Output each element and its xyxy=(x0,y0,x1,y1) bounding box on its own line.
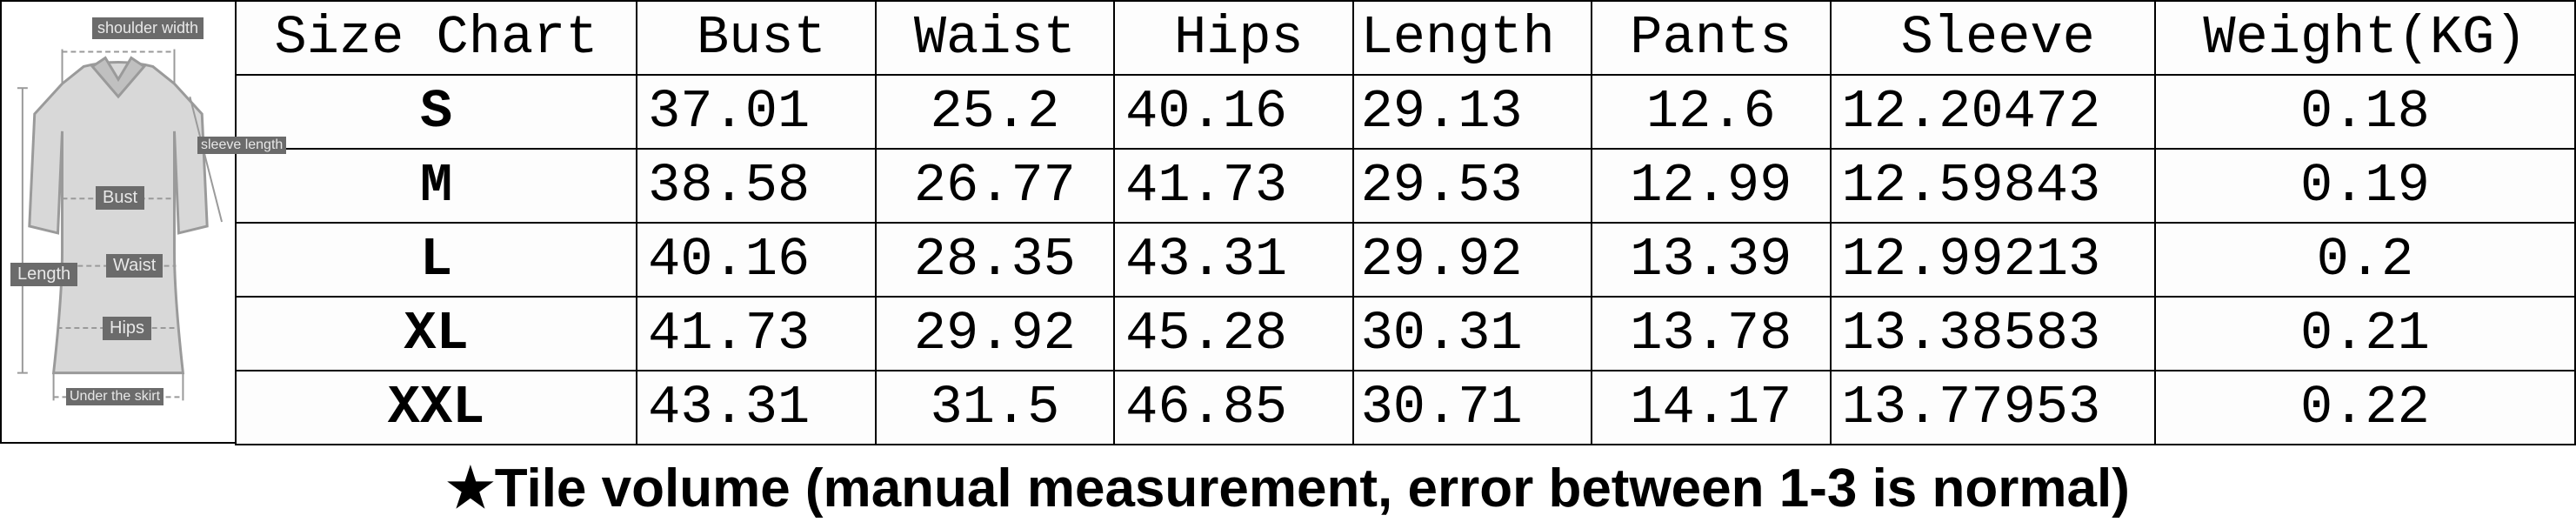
cell-size: M xyxy=(236,149,637,223)
table-row: M 38.58 26.77 41.73 29.53 12.99 12.59843… xyxy=(236,149,2575,223)
footer-note: ★Tile volume (manual measurement, error … xyxy=(0,456,2576,519)
table-row: L 40.16 28.35 43.31 29.92 13.39 12.99213… xyxy=(236,223,2575,297)
cell-hips: 40.16 xyxy=(1114,75,1352,149)
cell-pants: 13.78 xyxy=(1592,297,1830,371)
cell-waist: 25.2 xyxy=(876,75,1114,149)
cell-weight: 0.18 xyxy=(2155,75,2575,149)
size-chart-table: Size Chart Bust Waist Hips Length Pants … xyxy=(235,0,2576,445)
cell-pants: 12.6 xyxy=(1592,75,1830,149)
label-skirt: Under the skirt xyxy=(66,388,164,405)
label-shoulder: shoulder width xyxy=(92,17,204,39)
cell-weight: 0.22 xyxy=(2155,371,2575,445)
label-waist: Waist xyxy=(106,254,163,278)
cell-bust: 43.31 xyxy=(637,371,875,445)
garment-diagram: shoulder width Bust sleeve length Length… xyxy=(0,0,235,444)
label-bust: Bust xyxy=(96,186,144,210)
shirt-diagram-svg xyxy=(2,2,235,442)
col-sleeve: Sleeve xyxy=(1831,1,2155,75)
cell-size: S xyxy=(236,75,637,149)
col-waist: Waist xyxy=(876,1,1114,75)
col-size: Size Chart xyxy=(236,1,637,75)
cell-bust: 37.01 xyxy=(637,75,875,149)
col-bust: Bust xyxy=(637,1,875,75)
cell-weight: 0.19 xyxy=(2155,149,2575,223)
cell-pants: 12.99 xyxy=(1592,149,1830,223)
size-table-wrapper: Size Chart Bust Waist Hips Length Pants … xyxy=(235,0,2576,445)
cell-hips: 45.28 xyxy=(1114,297,1352,371)
label-hips: Hips xyxy=(103,317,151,340)
cell-waist: 31.5 xyxy=(876,371,1114,445)
cell-waist: 28.35 xyxy=(876,223,1114,297)
cell-waist: 29.92 xyxy=(876,297,1114,371)
cell-sleeve: 12.20472 xyxy=(1831,75,2155,149)
footer-text: Tile volume (manual measurement, error b… xyxy=(495,458,2130,519)
col-pants: Pants xyxy=(1592,1,1830,75)
col-weight: Weight(KG) xyxy=(2155,1,2575,75)
cell-length: 29.92 xyxy=(1353,223,1592,297)
cell-length: 29.53 xyxy=(1353,149,1592,223)
col-length: Length xyxy=(1353,1,1592,75)
size-chart-container: shoulder width Bust sleeve length Length… xyxy=(0,0,2576,445)
cell-pants: 13.39 xyxy=(1592,223,1830,297)
cell-bust: 41.73 xyxy=(637,297,875,371)
star-icon: ★ xyxy=(446,458,495,519)
cell-pants: 14.17 xyxy=(1592,371,1830,445)
label-sleeve: sleeve length xyxy=(197,137,286,154)
cell-bust: 40.16 xyxy=(637,223,875,297)
table-row: S 37.01 25.2 40.16 29.13 12.6 12.20472 0… xyxy=(236,75,2575,149)
table-header-row: Size Chart Bust Waist Hips Length Pants … xyxy=(236,1,2575,75)
cell-size: L xyxy=(236,223,637,297)
cell-length: 29.13 xyxy=(1353,75,1592,149)
cell-bust: 38.58 xyxy=(637,149,875,223)
cell-sleeve: 13.38583 xyxy=(1831,297,2155,371)
cell-length: 30.31 xyxy=(1353,297,1592,371)
cell-weight: 0.21 xyxy=(2155,297,2575,371)
col-hips: Hips xyxy=(1114,1,1352,75)
cell-size: XL xyxy=(236,297,637,371)
cell-size: XXL xyxy=(236,371,637,445)
label-length: Length xyxy=(10,263,77,286)
cell-hips: 41.73 xyxy=(1114,149,1352,223)
table-row: XXL 43.31 31.5 46.85 30.71 14.17 13.7795… xyxy=(236,371,2575,445)
cell-sleeve: 12.59843 xyxy=(1831,149,2155,223)
cell-waist: 26.77 xyxy=(876,149,1114,223)
cell-hips: 43.31 xyxy=(1114,223,1352,297)
cell-hips: 46.85 xyxy=(1114,371,1352,445)
cell-length: 30.71 xyxy=(1353,371,1592,445)
cell-sleeve: 12.99213 xyxy=(1831,223,2155,297)
cell-weight: 0.2 xyxy=(2155,223,2575,297)
table-row: XL 41.73 29.92 45.28 30.31 13.78 13.3858… xyxy=(236,297,2575,371)
table-body: S 37.01 25.2 40.16 29.13 12.6 12.20472 0… xyxy=(236,75,2575,445)
cell-sleeve: 13.77953 xyxy=(1831,371,2155,445)
